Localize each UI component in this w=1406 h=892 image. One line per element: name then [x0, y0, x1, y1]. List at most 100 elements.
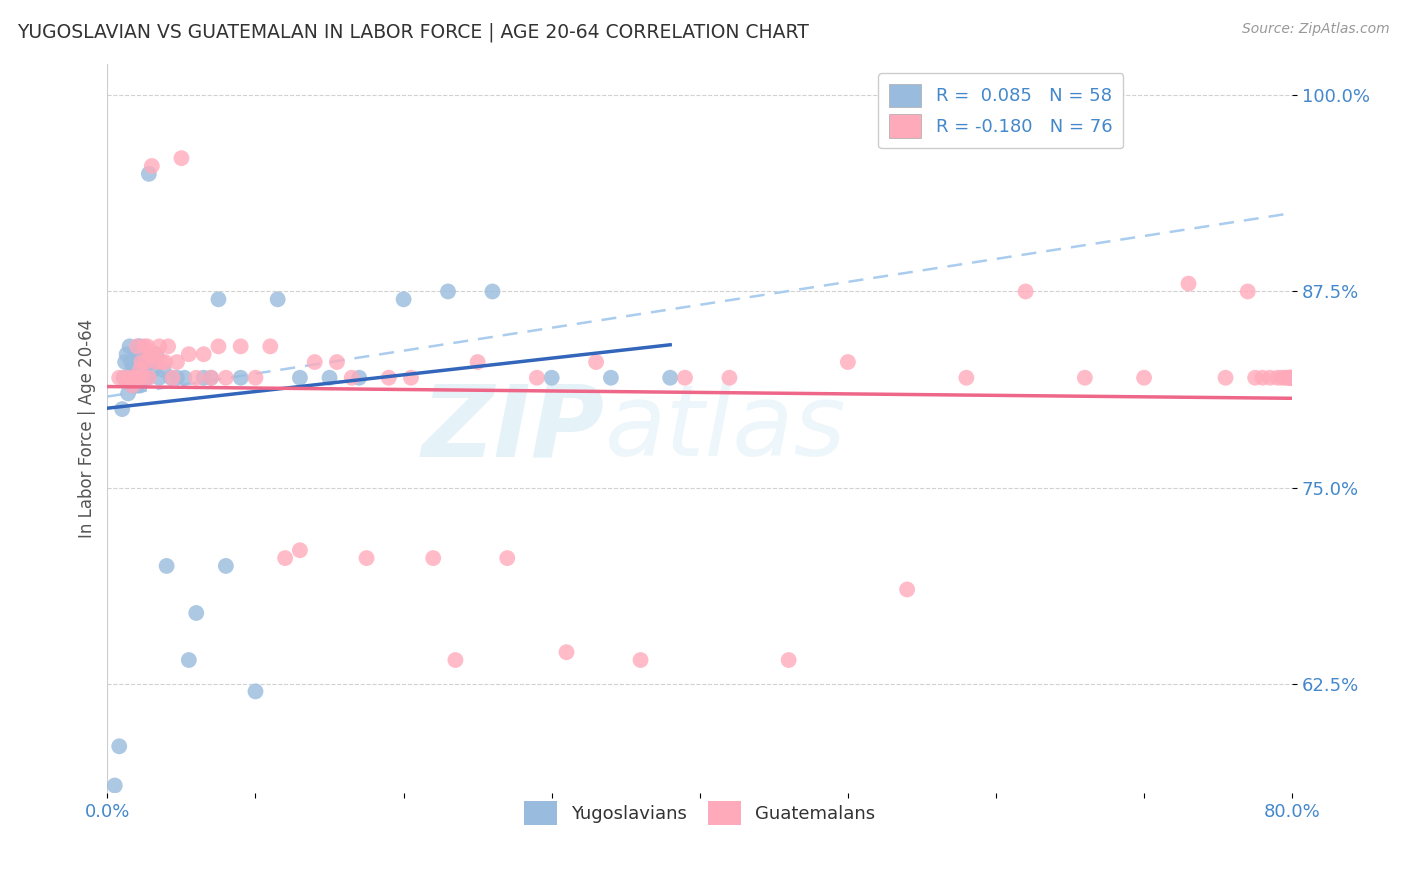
Point — [139, 347, 162, 361]
Point — [131, 370, 153, 384]
Point — [134, 339, 156, 353]
Point — [1281, 370, 1303, 384]
Point — [1251, 370, 1274, 384]
Point — [955, 370, 977, 384]
Point — [193, 347, 215, 361]
Point — [378, 370, 401, 384]
Point — [467, 355, 489, 369]
Point — [115, 347, 138, 361]
Point — [138, 167, 160, 181]
Point — [274, 551, 297, 566]
Point — [120, 355, 142, 369]
Point — [1274, 370, 1296, 384]
Point — [166, 370, 188, 384]
Point — [138, 370, 160, 384]
Point — [118, 370, 141, 384]
Point — [118, 339, 141, 353]
Point — [162, 370, 184, 384]
Point — [122, 370, 145, 384]
Point — [1074, 370, 1097, 384]
Point — [135, 370, 157, 384]
Point — [153, 355, 176, 369]
Point — [117, 386, 139, 401]
Point — [259, 339, 281, 353]
Point — [193, 370, 215, 384]
Point — [207, 293, 229, 307]
Point — [1281, 370, 1303, 384]
Point — [114, 370, 136, 384]
Point — [1215, 370, 1237, 384]
Point — [1271, 370, 1294, 384]
Point — [1281, 370, 1303, 384]
Point — [186, 606, 208, 620]
Point — [132, 363, 155, 377]
Point — [134, 347, 156, 361]
Point — [1278, 370, 1301, 384]
Point — [120, 370, 142, 384]
Point — [170, 151, 193, 165]
Point — [1244, 370, 1267, 384]
Point — [1133, 370, 1156, 384]
Point — [108, 370, 131, 384]
Point — [108, 739, 131, 754]
Point — [150, 355, 173, 369]
Point — [121, 378, 143, 392]
Point — [392, 293, 415, 307]
Point — [326, 355, 349, 369]
Point — [121, 378, 143, 392]
Point — [160, 370, 183, 384]
Point — [148, 339, 170, 353]
Point — [304, 355, 326, 369]
Point — [245, 370, 267, 384]
Point — [157, 339, 180, 353]
Point — [166, 355, 188, 369]
Point — [186, 370, 208, 384]
Point — [437, 285, 460, 299]
Text: atlas: atlas — [605, 380, 846, 477]
Point — [630, 653, 652, 667]
Point — [122, 355, 145, 369]
Point — [288, 370, 311, 384]
Point — [422, 551, 444, 566]
Point — [152, 363, 174, 377]
Point — [347, 370, 370, 384]
Point — [135, 355, 157, 369]
Legend: Yugoslavians, Guatemalans: Yugoslavians, Guatemalans — [513, 790, 886, 836]
Point — [127, 370, 149, 384]
Point — [215, 558, 238, 573]
Point — [496, 551, 519, 566]
Y-axis label: In Labor Force | Age 20-64: In Labor Force | Age 20-64 — [79, 319, 96, 538]
Point — [129, 339, 152, 353]
Point — [127, 339, 149, 353]
Point — [444, 653, 467, 667]
Point — [156, 558, 179, 573]
Point — [356, 551, 378, 566]
Point — [1014, 285, 1036, 299]
Point — [659, 370, 682, 384]
Point — [1267, 370, 1289, 384]
Point — [136, 339, 159, 353]
Point — [600, 370, 623, 384]
Point — [111, 402, 134, 417]
Point — [837, 355, 859, 369]
Point — [112, 370, 135, 384]
Point — [778, 653, 800, 667]
Point — [1281, 370, 1303, 384]
Point — [673, 370, 696, 384]
Point — [555, 645, 578, 659]
Point — [245, 684, 267, 698]
Point — [1258, 370, 1281, 384]
Point — [148, 370, 170, 384]
Point — [145, 355, 167, 369]
Point — [125, 355, 148, 369]
Point — [318, 370, 340, 384]
Point — [141, 355, 163, 369]
Text: YUGOSLAVIAN VS GUATEMALAN IN LABOR FORCE | AGE 20-64 CORRELATION CHART: YUGOSLAVIAN VS GUATEMALAN IN LABOR FORCE… — [17, 22, 808, 42]
Point — [177, 653, 200, 667]
Point — [134, 370, 156, 384]
Point — [124, 363, 146, 377]
Point — [526, 370, 548, 384]
Point — [1277, 370, 1299, 384]
Point — [141, 159, 163, 173]
Point — [143, 347, 166, 361]
